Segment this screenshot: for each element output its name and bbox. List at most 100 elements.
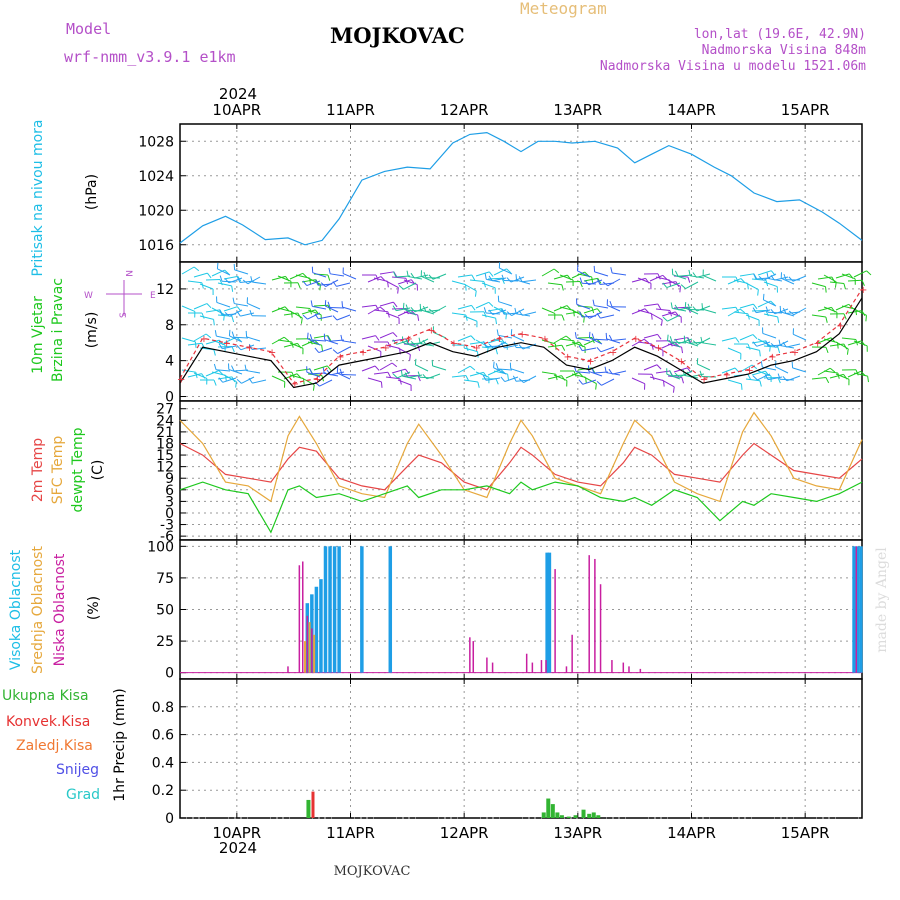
wind-barb [667, 340, 681, 348]
wind-barb-flag [248, 343, 253, 350]
bar-0 [337, 546, 341, 673]
wind-barb-flag [747, 313, 750, 320]
wind-barb [187, 280, 202, 284]
wind-barb-flag [224, 311, 230, 317]
wind-barb [847, 310, 862, 314]
gust-marker: + [427, 325, 435, 336]
wind-barb-flag [596, 278, 601, 285]
gust-marker: + [632, 334, 640, 345]
y-tick-label: 18 [156, 436, 174, 452]
wind-barb [403, 282, 417, 290]
gust-marker: + [245, 343, 253, 354]
wind-barb [330, 273, 345, 277]
wind-barb [600, 314, 615, 319]
wind-barb [252, 281, 267, 285]
wind-barb-flag [327, 335, 332, 341]
wind-barb-flag [406, 270, 409, 277]
wind-barb-flag [681, 347, 683, 354]
y-tick-label: 1016 [138, 238, 174, 254]
wind-barb-flag [518, 344, 524, 350]
wind-barb-flag [417, 371, 421, 378]
y-tick-label: 3 [165, 494, 174, 510]
gust-marker: + [677, 357, 685, 368]
wind-barb-flag [375, 305, 380, 311]
wind-barb-flag [846, 348, 849, 355]
wind-barb [498, 301, 513, 307]
wind-barb [193, 303, 208, 310]
wind-barb [786, 343, 801, 348]
wind-barb [571, 373, 586, 378]
wind-barb [751, 370, 766, 376]
wind-barb [229, 309, 243, 317]
wind-barb [739, 364, 753, 373]
wind-barb [487, 308, 502, 312]
wind-barb [792, 275, 807, 282]
wind-barb [547, 344, 562, 348]
bar-2 [588, 555, 590, 673]
wind-barb-flag [843, 283, 846, 290]
wind-barb-flag [326, 369, 331, 376]
wind-barb [481, 282, 496, 289]
wind-barb-flag [320, 282, 326, 287]
wind-barb-flag [579, 281, 583, 288]
wind-barb [233, 336, 249, 339]
wind-barb [469, 279, 484, 282]
y-tick-label: 27 [156, 402, 174, 418]
wind-barb [216, 301, 231, 308]
wind-barb [721, 306, 736, 310]
wind-barb [361, 335, 376, 340]
gust-marker: + [814, 339, 822, 350]
wind-barb [576, 337, 591, 342]
wind-barb [745, 378, 760, 382]
wind-barb [222, 345, 237, 350]
wind-barb [337, 372, 351, 380]
bar-0 [360, 546, 364, 673]
wind-barb [757, 338, 771, 347]
wind-barb-flag [399, 378, 402, 385]
wind-barb-flag [218, 343, 223, 349]
wind-barb [559, 338, 574, 342]
wind-barb [289, 342, 304, 349]
series-line-0 [179, 131, 863, 246]
bar-2 [622, 662, 625, 673]
temp-label-sfc: SFC Temp [50, 436, 66, 505]
wind-barb [565, 372, 580, 379]
wind-barb [361, 365, 376, 372]
wind-barb [481, 314, 496, 319]
precip-hail-label: Grad [66, 787, 100, 803]
wind-barb [661, 379, 675, 388]
wind-barb-flag [701, 303, 704, 310]
wind-barb [463, 347, 478, 353]
series-line-1 [179, 288, 863, 384]
wind-barb-flag [231, 285, 234, 292]
wind-barb [727, 278, 742, 285]
wind-barb-flag [679, 286, 681, 293]
wind-barb-flag [417, 314, 420, 321]
y-tick-label: 25 [156, 634, 174, 650]
wind-barb-flag [224, 269, 230, 275]
temp-label-dewpt: dewpt Temp [70, 427, 86, 512]
wind-barb-flag [788, 276, 794, 282]
wind-barb-flag [602, 281, 609, 287]
bar-1 [304, 641, 307, 673]
wind-barb [228, 368, 243, 375]
wind-barb [469, 341, 484, 345]
wind-barb [373, 277, 388, 282]
wind-barb-flag [518, 276, 523, 282]
wind-barb [306, 280, 321, 287]
wind-barb [589, 311, 603, 319]
panel-0: 1016 1020 1024 1028 [138, 123, 863, 263]
wind-barb [667, 314, 681, 322]
wind-barb [763, 299, 777, 307]
precip-freezing-label: Zaledj.Kisa [16, 738, 93, 754]
wind-barb [667, 279, 681, 287]
wind-barb-flag [393, 271, 397, 278]
wind-barb-flag [242, 279, 249, 285]
wind-barb [475, 301, 489, 309]
wind-barb-flag [759, 380, 762, 387]
top-date-tick: 11APR [326, 101, 375, 119]
wind-barb-flag [417, 345, 421, 352]
wind-barb-flag [778, 339, 781, 346]
wind-barb [325, 305, 339, 313]
wind-barb-flag [310, 300, 313, 307]
